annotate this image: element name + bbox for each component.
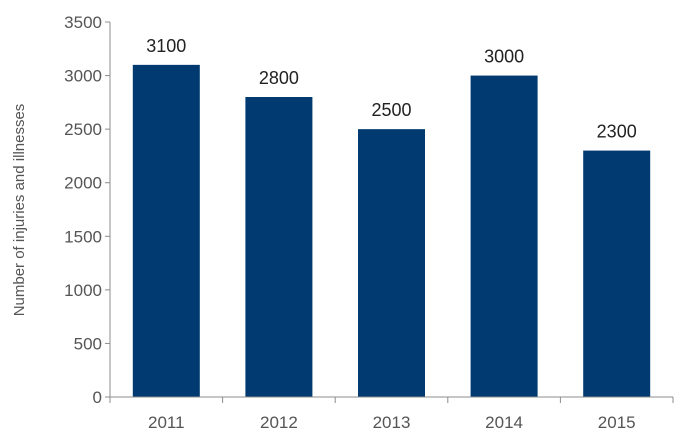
y-tick-label: 500 [74, 334, 102, 353]
y-tick-label: 1500 [64, 227, 102, 246]
y-axis: 0 500 1000 1500 2000 2500 3000 3500 [64, 13, 111, 407]
bar-2015 [583, 150, 651, 397]
y-tick-label: 0 [93, 388, 102, 407]
y-tick-label: 3500 [64, 13, 102, 32]
x-tick-label: 2014 [485, 413, 523, 431]
data-label-2011: 3100 [146, 36, 186, 56]
data-label-2013: 2500 [371, 100, 411, 120]
y-axis-title: Number of injuries and illnesses [11, 104, 28, 317]
data-label-2012: 2800 [259, 68, 299, 88]
bars [132, 64, 651, 398]
bar-2014 [470, 75, 538, 398]
data-label-2014: 3000 [484, 47, 524, 67]
x-tick-label: 2015 [598, 413, 636, 431]
y-tick-label: 3000 [64, 67, 102, 86]
data-labels: 3100 2800 2500 3000 2300 [146, 36, 636, 142]
data-label-2015: 2300 [597, 122, 637, 142]
x-axis: 2011 2012 2013 2014 2015 [109, 396, 674, 431]
y-tick-label: 2500 [64, 120, 102, 139]
bar-2012 [245, 97, 313, 397]
y-tick-label: 1000 [64, 281, 102, 300]
x-tick-label: 2011 [148, 413, 185, 431]
x-tick-label: 2012 [260, 413, 298, 431]
x-tick-label: 2013 [373, 413, 411, 431]
y-tick-label: 2000 [64, 174, 102, 193]
bar-2013 [358, 129, 425, 397]
bar-2011 [132, 64, 200, 397]
